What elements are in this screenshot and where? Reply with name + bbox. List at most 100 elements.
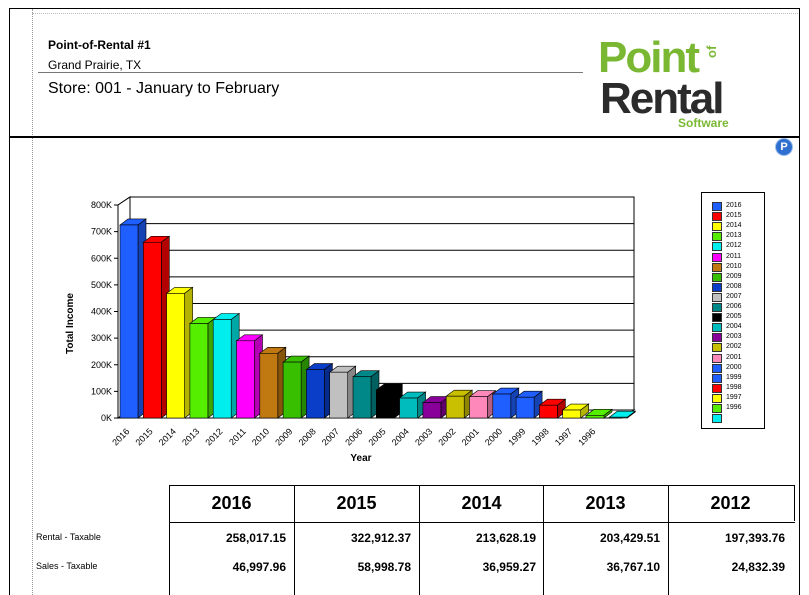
- legend-label: 2007: [726, 292, 742, 300]
- bar: [445, 395, 465, 419]
- legend-swatch: [712, 252, 722, 262]
- table-cell: 36,767.10: [606, 560, 660, 574]
- column-separator: [794, 485, 795, 521]
- column-separator: [169, 485, 170, 595]
- bar: [562, 409, 582, 419]
- row-label: Rental - Taxable: [36, 532, 101, 542]
- legend-swatch: [712, 393, 722, 403]
- x-tick-label: 2004: [390, 426, 411, 447]
- company-name: Point-of-Rental #1: [48, 38, 151, 52]
- point-of-rental-logo: Point of Rental Software: [598, 33, 729, 130]
- table-cell: 197,393.76: [724, 531, 785, 545]
- legend-label: 2013: [726, 232, 742, 240]
- table-cell: 322,912.37: [350, 531, 411, 545]
- table-cell: 58,998.78: [357, 560, 411, 574]
- legend-label: 2003: [726, 333, 742, 341]
- legend-label: 2004: [726, 323, 742, 331]
- bar: [143, 241, 162, 419]
- x-tick-label: 2005: [366, 426, 387, 447]
- x-tick-label: 2001: [460, 426, 481, 447]
- legend-swatch: [712, 333, 722, 343]
- y-tick-label: 700K: [91, 227, 112, 237]
- margin-guide-left: [32, 9, 33, 595]
- bar: [492, 393, 512, 419]
- legend-swatch: [712, 373, 722, 383]
- bar: [329, 371, 349, 419]
- legend-swatch: [712, 292, 722, 302]
- y-tick-label: 500K: [91, 280, 112, 290]
- column-header: 2016: [211, 493, 252, 513]
- x-tick-label: 2014: [157, 426, 178, 447]
- header-bottom-rule: [10, 136, 799, 138]
- table-cell: 203,429.51: [599, 531, 660, 545]
- legend-label: 2006: [726, 303, 742, 310]
- legend-swatch: [712, 363, 722, 373]
- y-axis-title: Total Income: [65, 293, 76, 354]
- y-tick-label: 100K: [91, 386, 112, 396]
- bar: [375, 389, 395, 419]
- x-tick-label: 1997: [553, 426, 574, 447]
- x-tick-label: 2015: [133, 426, 154, 447]
- legend-swatch: [712, 232, 722, 242]
- y-tick-label: 200K: [91, 360, 112, 370]
- legend-swatch: [712, 262, 722, 272]
- bar: [212, 319, 232, 419]
- legend-swatch: [712, 343, 722, 353]
- column-header: 2012: [710, 493, 751, 513]
- column-separator: [668, 485, 669, 595]
- bar: [515, 396, 535, 419]
- logo-word-rental: Rental: [600, 74, 722, 123]
- bar: [119, 224, 139, 419]
- legend-label: 2011: [726, 252, 742, 260]
- x-tick-label: 2009: [273, 426, 294, 447]
- legend-label: 2002: [726, 343, 742, 351]
- legend-label: 2015: [726, 212, 742, 220]
- legend-swatch: [712, 323, 722, 333]
- legend-swatch: [712, 202, 722, 211]
- x-tick-label: 2011: [227, 426, 248, 447]
- legend-label: 1997: [726, 393, 742, 401]
- legend-label: 2014: [726, 222, 742, 230]
- legend-label: 2012: [726, 242, 742, 250]
- column-separator: [419, 485, 420, 595]
- x-tick-label: 2003: [413, 426, 434, 447]
- legend-swatch: [712, 212, 722, 222]
- y-tick-label: 600K: [91, 253, 112, 263]
- bar: [399, 397, 418, 419]
- bar: [585, 415, 605, 419]
- legend-label: 2010: [726, 262, 742, 270]
- x-tick-label: 2007: [320, 426, 341, 447]
- logo-word-of: of: [704, 45, 719, 58]
- bar: [282, 361, 302, 419]
- legend-swatch: [712, 242, 722, 252]
- table-cell: 24,832.39: [731, 560, 785, 574]
- frame-left-border: [9, 8, 10, 595]
- company-city: Grand Prairie, TX: [48, 58, 142, 72]
- report-store-range: Store: 001 - January to February: [48, 80, 280, 97]
- header-divider: [38, 72, 583, 73]
- x-tick-label: 2010: [250, 426, 271, 447]
- legend-label: 2008: [726, 282, 742, 290]
- p-help-icon[interactable]: P: [776, 139, 792, 155]
- bar: [306, 369, 325, 419]
- table-cell: 258,017.15: [225, 531, 286, 545]
- bar: [352, 376, 372, 419]
- row-label: Sales - Taxable: [36, 561, 98, 571]
- legend-label: 1996: [726, 404, 742, 411]
- bar: [189, 323, 209, 419]
- column-separator: [543, 485, 544, 595]
- legend-swatch: [712, 404, 722, 413]
- table-cell: 36,959.27: [482, 560, 536, 574]
- frame-right-border: [799, 8, 800, 595]
- table-cell: 213,628.19: [475, 531, 536, 545]
- bar: [608, 416, 628, 419]
- y-tick-label: 0K: [101, 413, 112, 423]
- x-axis-title: Year: [350, 453, 371, 464]
- legend-swatch: [712, 313, 722, 323]
- column-header: 2013: [585, 493, 626, 513]
- column-header: 2014: [461, 493, 502, 513]
- logo-word-software: Software: [678, 116, 729, 130]
- x-tick-label: 2013: [180, 426, 201, 447]
- frame-top-border: [9, 8, 799, 9]
